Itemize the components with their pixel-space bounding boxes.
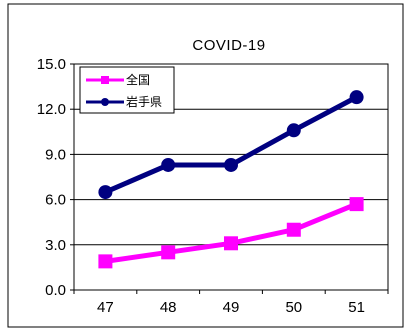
y-axis-ticks: 15.0 12.0 9.0 6.0 3.0 0.0 — [37, 56, 74, 299]
x-tick-label: 49 — [223, 299, 240, 316]
series-markers — [98, 90, 364, 269]
chart-title: COVID-19 — [192, 37, 265, 54]
y-tick-label: 6.0 — [45, 192, 66, 209]
data-point — [161, 245, 176, 260]
data-point — [224, 236, 238, 251]
data-point — [286, 123, 301, 138]
y-tick-label: 12.0 — [37, 101, 66, 118]
data-point — [224, 157, 238, 172]
data-point — [286, 222, 301, 237]
data-point — [349, 90, 364, 105]
legend-label: 岩手県 — [126, 94, 162, 109]
x-axis-ticks: 47 48 49 50 51 — [73, 290, 389, 316]
y-tick-label: 15.0 — [37, 56, 66, 73]
x-tick-label: 51 — [348, 299, 365, 316]
legend-marker — [101, 76, 109, 84]
legend-marker — [101, 98, 109, 106]
y-tick-label: 9.0 — [45, 146, 66, 163]
legend-box — [79, 66, 175, 114]
data-point — [161, 157, 176, 172]
x-tick-label: 47 — [97, 299, 114, 316]
x-tick-label: 50 — [285, 299, 302, 316]
legend-label: 全国 — [126, 72, 150, 87]
y-tick-label: 3.0 — [45, 237, 66, 254]
x-tick-label: 48 — [160, 299, 177, 316]
data-point — [98, 185, 113, 200]
data-point — [98, 254, 113, 269]
data-point — [349, 197, 364, 212]
y-tick-label: 0.0 — [45, 282, 66, 299]
